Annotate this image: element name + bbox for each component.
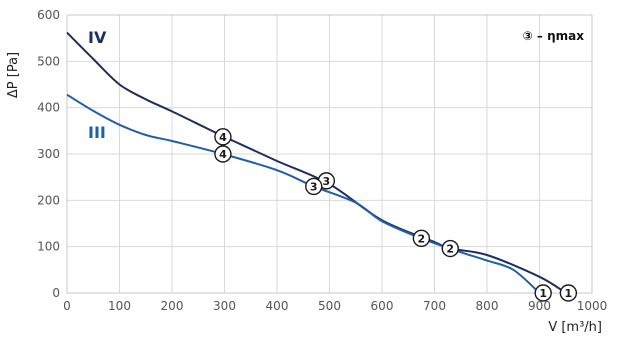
- y-tick-label: 200: [37, 193, 60, 207]
- axes: 0 100 200 300 400 500 600 700 800 900 1000 0 100 200 3…: [37, 8, 607, 313]
- y-tick-label: 100: [37, 240, 60, 254]
- y-tick-label: 500: [37, 54, 60, 68]
- x-tick-label: 700: [423, 299, 446, 313]
- marker-label: 2: [418, 232, 426, 245]
- y-tick-label: 300: [37, 147, 60, 161]
- marker-circle: [214, 145, 232, 163]
- x-tick-label: 600: [371, 299, 394, 313]
- marker-circle: [559, 284, 578, 302]
- x-tick-label: 0: [63, 299, 71, 313]
- marker-circle: [214, 128, 232, 146]
- y-tick-label: 0: [52, 286, 60, 300]
- grid: [66, 14, 593, 294]
- marker-label: 3: [310, 180, 318, 193]
- x-tick-label: 300: [213, 299, 236, 313]
- labels: ΔP [Pa] V [m³/h] ③ – ηmax IV III: [6, 28, 602, 335]
- y-tick-label: 600: [37, 8, 60, 22]
- x-tick-label: 100: [108, 299, 131, 313]
- x-tick-label: 500: [318, 299, 341, 313]
- x-tick-label: 400: [266, 299, 289, 313]
- marker-label: 4: [219, 148, 227, 161]
- plot-frame: [66, 14, 593, 294]
- series-name-label: III: [88, 123, 106, 142]
- series-line-iii: [66, 93, 541, 294]
- x-tick-label: 900: [528, 299, 551, 313]
- marker-circle: [441, 239, 459, 258]
- marker-circle: [305, 177, 323, 196]
- series-name-label: IV: [88, 28, 107, 47]
- marker-circle: [534, 284, 552, 302]
- marker-circle: [412, 229, 431, 248]
- x-tick-label: 200: [161, 299, 184, 313]
- marker-label: 4: [219, 131, 227, 144]
- series-lines: [66, 31, 567, 294]
- x-tick-label: 800: [476, 299, 499, 313]
- y-tick-label: 400: [37, 101, 60, 115]
- series-line-iv: [66, 31, 567, 294]
- efficiency-markers: 4 3 2 1 4 3 2 1: [214, 128, 578, 302]
- marker-label: 2: [446, 243, 454, 256]
- marker-label: 1: [565, 287, 573, 300]
- marker-label: 1: [539, 287, 547, 300]
- legend-text: ③ – ηmax: [523, 29, 585, 43]
- x-axis-title: V [m³/h]: [548, 320, 602, 335]
- y-axis-title: ΔP [Pa]: [6, 52, 21, 98]
- x-tick-label: 1000: [577, 299, 608, 313]
- marker-label: 3: [323, 175, 331, 188]
